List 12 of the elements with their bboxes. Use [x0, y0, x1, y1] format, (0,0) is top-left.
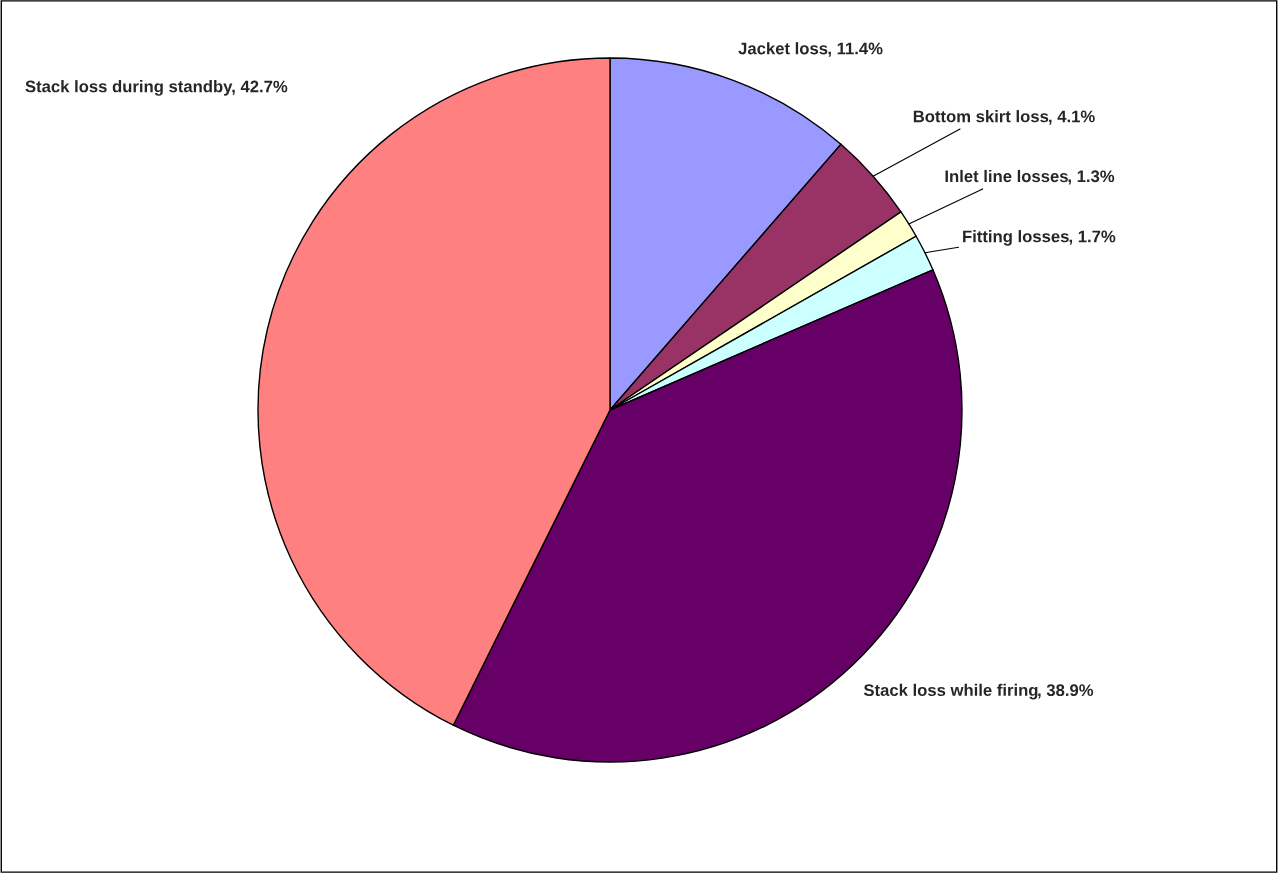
data-label: , 1.7% — [1069, 230, 1116, 245]
slice-label: Inlet line losses — [945, 169, 1068, 183]
slice-label: Bottom skirt loss — [913, 110, 1049, 123]
data-label: , 38.9% — [1038, 684, 1094, 699]
data-label: , 1.3% — [1068, 170, 1115, 185]
slice-label: Stack loss during standby — [25, 80, 233, 96]
data-label: , 42.7% — [232, 80, 288, 95]
data-label: , 4.1% — [1049, 110, 1095, 125]
slice-label: Jacket loss — [738, 42, 828, 55]
data-label: , 11.4% — [828, 42, 883, 57]
slice-label: Stack loss while firing — [863, 683, 1038, 700]
slice-label: Fitting losses — [963, 230, 1069, 246]
